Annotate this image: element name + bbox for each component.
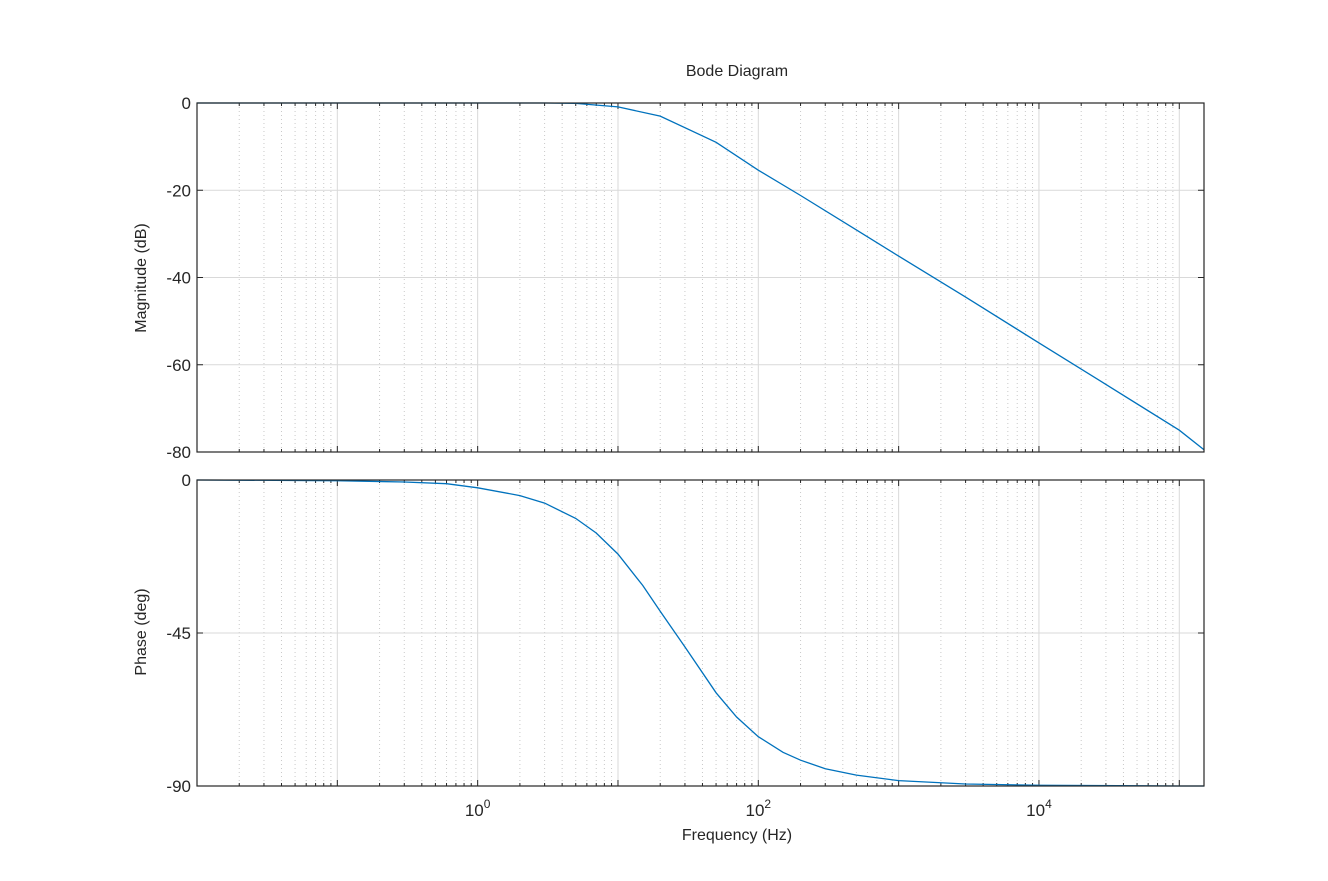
magnitude-axis-label: Magnitude (dB) bbox=[133, 223, 150, 332]
y-tick-label: -80 bbox=[166, 443, 191, 462]
chart-title: Bode Diagram bbox=[686, 63, 788, 80]
y-tick-label: -45 bbox=[166, 624, 191, 643]
magnitude-panel: 0 -20 -40 -60 -80 bbox=[166, 94, 1205, 462]
x-axis-label: Frequency (Hz) bbox=[682, 827, 792, 844]
phase-panel: 0 -45 -90 bbox=[166, 471, 1205, 796]
phase-trace bbox=[196, 479, 1204, 787]
x-tick-labels: 100 102 104 bbox=[465, 797, 1052, 820]
x-tick-label: 104 bbox=[1026, 797, 1052, 820]
phase-axis-label: Phase (deg) bbox=[133, 588, 150, 675]
x-tick-label: 102 bbox=[746, 797, 772, 820]
y-tick-label: 0 bbox=[182, 471, 191, 490]
y-tick-label: 0 bbox=[182, 94, 191, 113]
y-tick-label: -60 bbox=[166, 356, 191, 375]
magnitude-axes-frame bbox=[196, 102, 1205, 453]
x-tick-label: 100 bbox=[465, 797, 491, 820]
y-tick-label: -90 bbox=[166, 777, 191, 796]
magnitude-trace bbox=[197, 102, 1205, 451]
y-tick-label: -20 bbox=[166, 181, 191, 200]
y-tick-label: -40 bbox=[166, 269, 191, 288]
phase-axes-frame bbox=[196, 479, 1205, 787]
